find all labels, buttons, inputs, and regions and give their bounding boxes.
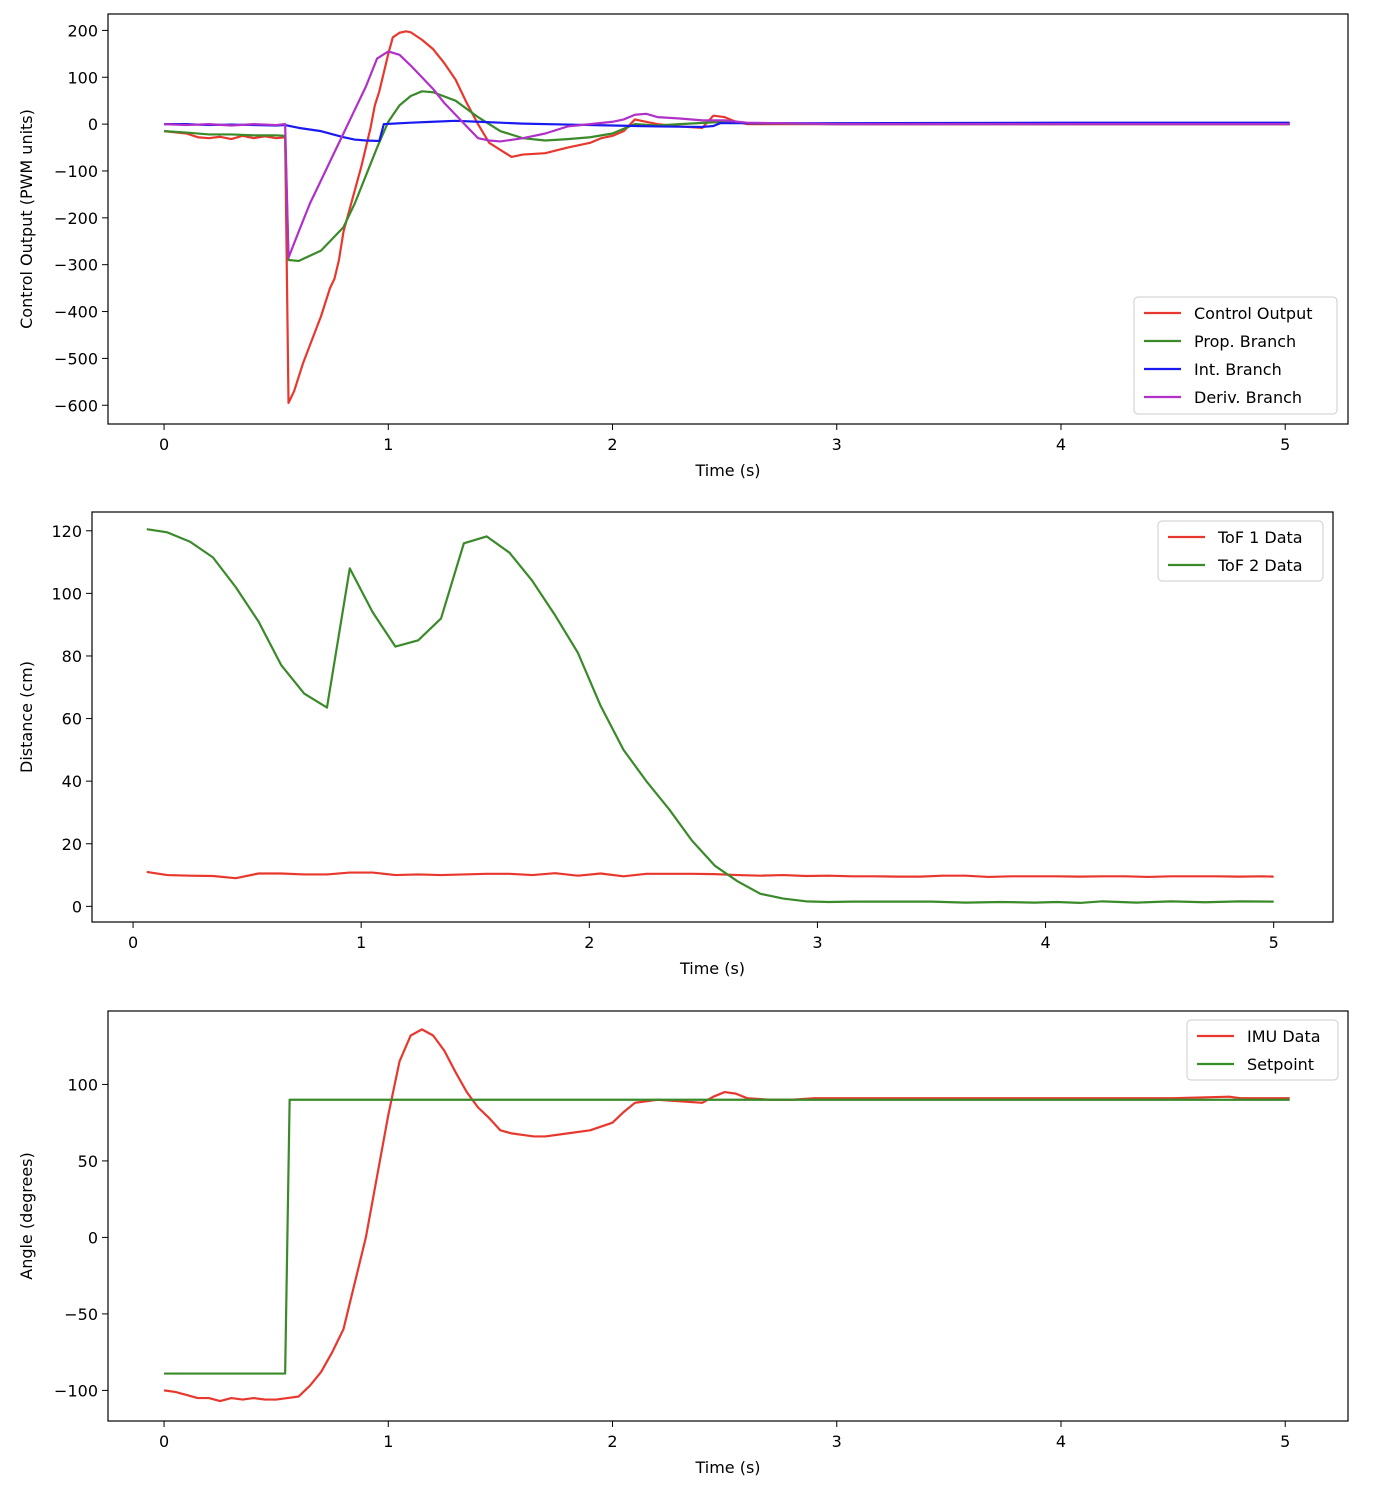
y-tick-label: 100 xyxy=(67,1075,98,1094)
x-tick-label: 4 xyxy=(1040,933,1050,952)
y-tick-label: −200 xyxy=(54,209,98,228)
x-tick-label: 0 xyxy=(159,435,169,454)
legend: Control Output Prop. Branch Int. Branch Der… xyxy=(1133,296,1338,415)
plot-area xyxy=(146,528,1274,905)
y-tick-label: −600 xyxy=(54,396,98,415)
plot-area xyxy=(163,1028,1290,1403)
legend-label: IMU Data xyxy=(1247,1027,1321,1046)
axes-frame xyxy=(107,13,1349,425)
x-axis-label: Time (s) xyxy=(694,461,760,480)
y-tick-label: 0 xyxy=(88,115,98,134)
chart-2: 0 1 2 3 4 5 120 100 80 60 40 20 0 Time (s) Distance (c… xyxy=(17,511,1334,978)
x-tick-label: 5 xyxy=(1280,435,1290,454)
y-tick-label: −50 xyxy=(64,1305,98,1324)
x-axis-label: Time (s) xyxy=(679,959,745,978)
x-tick-label: 0 xyxy=(128,933,138,952)
x-tick-label: 4 xyxy=(1056,1432,1066,1451)
y-tick-label: −100 xyxy=(54,162,98,181)
chart-3: 0 1 2 3 4 5 100 50 0 −50 −100 Time (s) Angle (degree… xyxy=(17,1010,1349,1477)
x-tick-label: 2 xyxy=(607,1432,617,1451)
y-tick-label: 40 xyxy=(62,772,82,791)
legend-label: Control Output xyxy=(1194,304,1313,323)
x-tick-label: 3 xyxy=(812,933,822,952)
y-tick-label: 120 xyxy=(51,522,82,541)
legend-label: Prop. Branch xyxy=(1194,332,1296,351)
x-tick-label: 3 xyxy=(832,435,842,454)
series-line-tof-1-data xyxy=(146,870,1274,880)
legend-label: ToF 2 Data xyxy=(1217,556,1303,575)
x-tick-label: 5 xyxy=(1269,933,1279,952)
series-line-imu-data xyxy=(163,1028,1290,1403)
x-tick-label: 3 xyxy=(832,1432,842,1451)
series-line-setpoint xyxy=(164,1098,1290,1375)
legend-label: Int. Branch xyxy=(1194,360,1282,379)
y-tick-label: 20 xyxy=(62,835,82,854)
x-tick-label: 5 xyxy=(1280,1432,1290,1451)
chart-1: 0 1 2 3 4 5 200 100 0 −100 −200 −300 −400 −500 −600 Tim… xyxy=(17,13,1349,480)
y-tick-label: −400 xyxy=(54,303,98,322)
axes-frame xyxy=(91,511,1334,923)
x-axis-label: Time (s) xyxy=(694,1458,760,1477)
y-tick-label: 60 xyxy=(62,710,82,729)
y-tick-label: 80 xyxy=(62,647,82,666)
series-line-control-output xyxy=(163,30,1290,405)
y-tick-label: 0 xyxy=(88,1228,98,1247)
x-tick-label: 4 xyxy=(1056,435,1066,454)
y-axis-label: Distance (cm) xyxy=(17,661,36,773)
legend-label: Setpoint xyxy=(1247,1055,1314,1074)
y-tick-label: 100 xyxy=(51,584,82,603)
x-tick-label: 2 xyxy=(607,435,617,454)
x-tick-label: 1 xyxy=(383,1432,393,1451)
y-axis-label: Control Output (PWM units) xyxy=(17,109,36,329)
legend: ToF 1 Data ToF 2 Data xyxy=(1157,520,1324,582)
y-tick-label: 0 xyxy=(72,897,82,916)
y-axis-label: Angle (degrees) xyxy=(17,1152,36,1280)
y-tick-label: −100 xyxy=(54,1381,98,1400)
y-tick-label: −500 xyxy=(54,349,98,368)
legend-label: ToF 1 Data xyxy=(1217,528,1303,547)
axes-frame xyxy=(107,1010,1349,1422)
series-line-deriv-branch xyxy=(164,50,1290,259)
y-tick-label: 100 xyxy=(67,68,98,87)
x-tick-label: 2 xyxy=(584,933,594,952)
x-tick-label: 1 xyxy=(383,435,393,454)
y-tick-label: 50 xyxy=(78,1152,98,1171)
legend-box xyxy=(1133,296,1338,415)
plot-area xyxy=(163,30,1290,405)
legend: IMU Data Setpoint xyxy=(1186,1019,1339,1081)
y-tick-label: −300 xyxy=(54,256,98,275)
series-line-tof-2-data xyxy=(146,528,1274,905)
x-tick-label: 1 xyxy=(356,933,366,952)
series-line-prop-branch xyxy=(163,90,1290,263)
legend-label: Deriv. Branch xyxy=(1194,388,1302,407)
y-tick-label: 200 xyxy=(67,21,98,40)
x-tick-label: 0 xyxy=(159,1432,169,1451)
